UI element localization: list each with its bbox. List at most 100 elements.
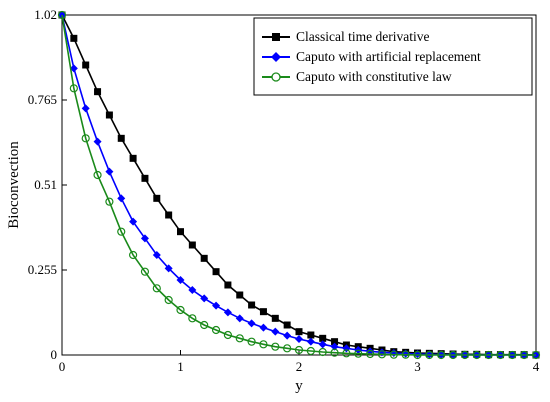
data-point [129, 217, 138, 226]
x-tick-label: 0 [59, 359, 66, 374]
y-axis-ticks: 0 0.255 0.51 0.765 1.02 [28, 7, 67, 362]
data-point [93, 170, 102, 180]
series-layer [57, 10, 541, 360]
legend-marker-classical [272, 33, 280, 41]
data-point [188, 241, 196, 249]
data-point [413, 350, 422, 360]
data-point [212, 301, 221, 310]
data-point [294, 345, 304, 355]
data-point [259, 308, 267, 316]
data-point [117, 227, 126, 236]
data-point [354, 349, 363, 358]
data-point [377, 350, 387, 359]
data-point [318, 340, 327, 349]
data-point [531, 350, 541, 360]
data-point [236, 291, 244, 299]
x-tick-label: 3 [414, 359, 421, 374]
data-point [259, 340, 268, 349]
data-point [164, 295, 173, 305]
data-point [247, 319, 256, 328]
legend-entry-constitutive: Caputo with constitutive law [262, 69, 452, 84]
data-point [342, 349, 351, 358]
data-point [331, 338, 339, 346]
data-point [484, 350, 493, 360]
data-point [82, 61, 90, 69]
data-point [223, 330, 232, 340]
data-point [176, 276, 185, 284]
data-point [69, 84, 78, 93]
data-point [152, 251, 161, 259]
data-point [105, 167, 114, 176]
data-point [188, 286, 197, 294]
data-point [306, 346, 315, 356]
data-point [295, 328, 303, 336]
data-point [177, 228, 184, 236]
data-point [188, 314, 197, 323]
data-point [271, 314, 279, 322]
data-point [366, 349, 375, 359]
data-point [508, 350, 517, 360]
data-point [271, 342, 280, 351]
data-point [152, 284, 161, 293]
data-point [129, 154, 137, 162]
data-point [105, 111, 113, 119]
data-point [401, 350, 410, 359]
data-point [295, 335, 303, 343]
data-point [224, 281, 232, 289]
data-point [200, 320, 209, 330]
data-point [425, 350, 434, 360]
data-point [235, 314, 244, 323]
data-point [247, 337, 256, 346]
data-point [70, 34, 78, 42]
data-point [283, 331, 292, 340]
data-point [330, 342, 339, 351]
data-point [248, 301, 256, 309]
legend-entry-classical: Classical time derivative [262, 29, 429, 44]
data-point [307, 331, 315, 339]
x-tick-label: 2 [296, 359, 303, 374]
data-point [318, 347, 327, 357]
data-point [69, 64, 78, 73]
data-point [283, 321, 291, 329]
x-tick-label: 4 [533, 359, 540, 374]
data-point [223, 308, 232, 317]
data-point [93, 137, 102, 146]
y-axis-title: Bioconvection [6, 141, 22, 229]
legend-label-artificial: Caputo with artificial replacement [296, 49, 481, 64]
data-point [437, 350, 446, 360]
data-point [200, 254, 208, 262]
data-point [176, 305, 185, 315]
legend-marker-artificial [271, 52, 281, 62]
data-point [57, 10, 67, 20]
data-point [141, 174, 149, 182]
data-point [81, 134, 90, 143]
y-tick-label: 1.02 [34, 7, 57, 22]
data-point [81, 104, 90, 113]
data-point [472, 350, 481, 360]
x-axis-title: y [295, 378, 303, 394]
data-point [212, 268, 220, 276]
data-point [117, 194, 126, 203]
legend: Classical time derivative Caputo with ar… [253, 17, 533, 96]
data-point [105, 197, 114, 206]
data-point [94, 88, 102, 96]
data-point [496, 350, 505, 360]
data-point [153, 194, 161, 202]
data-point [259, 323, 268, 332]
data-point [165, 211, 173, 219]
data-point [319, 334, 327, 342]
data-point [140, 234, 149, 243]
data-point [460, 350, 469, 360]
y-tick-label: 0.51 [34, 177, 57, 192]
data-point [306, 337, 315, 346]
data-point [271, 327, 280, 336]
data-point [129, 250, 138, 260]
data-point [235, 334, 244, 343]
data-point [448, 350, 458, 360]
data-point [211, 325, 221, 335]
data-point [140, 267, 150, 276]
x-tick-label: 1 [177, 359, 184, 374]
data-point [389, 350, 398, 359]
y-tick-label: 0.765 [28, 92, 57, 107]
